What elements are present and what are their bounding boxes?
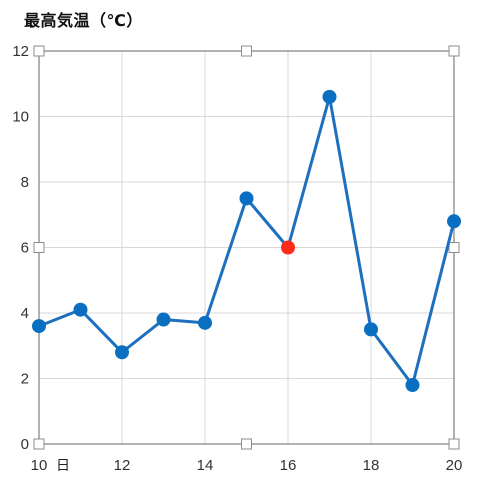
y-tick-label: 0 xyxy=(21,436,29,453)
selection-handle xyxy=(448,438,460,450)
selection-handle xyxy=(241,438,252,450)
data-point xyxy=(322,89,337,104)
selection-handle xyxy=(33,45,45,57)
x-tick-label: 18 xyxy=(363,457,380,474)
data-point xyxy=(115,345,129,360)
data-point xyxy=(198,315,212,330)
data-point xyxy=(364,322,378,337)
y-tick-label: 4 xyxy=(21,305,29,322)
x-tick-label: 20 xyxy=(446,457,463,474)
chart-title: 最高気温（℃） xyxy=(24,11,143,30)
x-unit-label: 日 xyxy=(56,458,70,474)
selection-handle xyxy=(33,242,45,253)
selection-handle xyxy=(241,45,252,57)
y-tick-label: 2 xyxy=(21,371,29,388)
data-point xyxy=(447,214,461,229)
selection-handle xyxy=(448,45,460,57)
y-tick-label: 10 xyxy=(12,109,29,126)
highlighted-data-point xyxy=(281,240,295,255)
data-point xyxy=(156,312,171,327)
data-point xyxy=(32,319,46,334)
series-line xyxy=(38,95,456,387)
y-tick-label: 12 xyxy=(12,43,29,60)
x-tick-label: 12 xyxy=(114,457,131,474)
selection-handle xyxy=(448,242,460,253)
x-tick-label: 14 xyxy=(197,457,214,474)
data-point xyxy=(239,191,254,206)
selection-handle xyxy=(33,438,45,450)
y-tick-label: 8 xyxy=(21,174,29,191)
data-point xyxy=(405,378,420,393)
x-tick-label: 16 xyxy=(280,457,297,474)
y-tick-label: 6 xyxy=(21,240,29,257)
data-point xyxy=(73,302,88,317)
x-tick-label: 10 xyxy=(31,457,48,474)
